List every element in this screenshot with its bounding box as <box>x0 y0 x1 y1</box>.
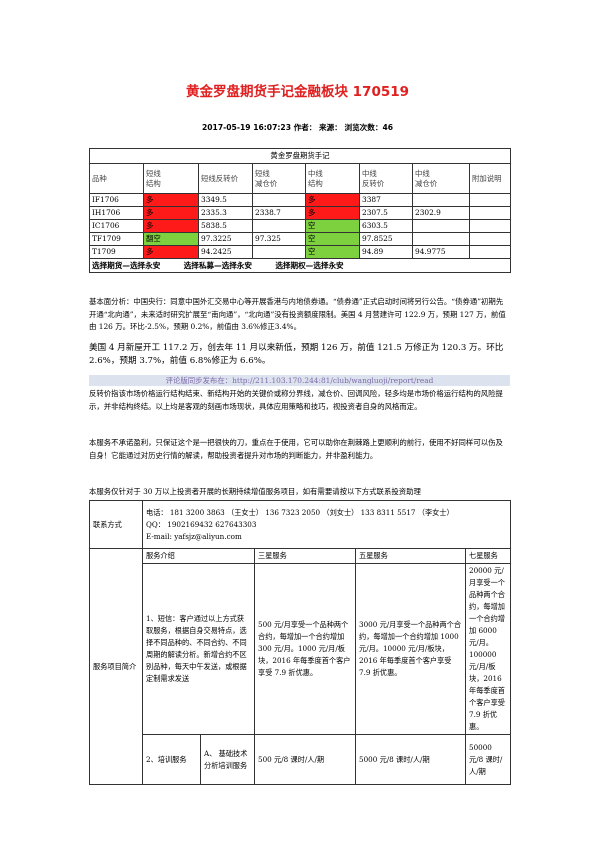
table-cell: IF1706 <box>89 193 144 207</box>
service-five-sms: 3000 元/月享受一个品种两个合约，每增加一个合约增加 1000 元/月。10… <box>355 563 466 735</box>
contact-email[interactable]: E-mail: yafsjz@aliyun.com <box>146 531 242 541</box>
table-cell: 空 <box>305 219 360 233</box>
table-cell: 3349.5 <box>198 193 253 207</box>
table-cell: IH1706 <box>89 206 144 220</box>
table-cell: T1709 <box>89 245 144 259</box>
table-header-cell: 短线 减仓价 <box>252 163 306 194</box>
table-cell: 2307.5 <box>359 206 413 220</box>
table-cell: 3387 <box>359 193 413 207</box>
contact-label: 联系方式 <box>89 500 143 549</box>
service-three-sms: 500 元/月享受一个品种两个合约，每增加一个合约增加 300 元/月。1000… <box>254 563 356 735</box>
service-intro-training: 2、培训服务 <box>142 734 201 785</box>
signal-table: 黄金罗盘期货手记 品种 短线 结构 短线反转价 短线 减仓价 中线 结构 中线 反转价 中线… <box>89 148 511 273</box>
service-table: 联系方式 电话： 181 3200 3863 （王女士） 136 7323 20… <box>89 500 511 785</box>
table-cell: 多 <box>143 206 199 220</box>
table-header-cell: 中线 结构 <box>305 163 360 194</box>
intro-para-1: 反转价指该市场价格运行结构结束、新结构开始的关键价或称分界线，减仓价、回调风险，… <box>89 389 503 411</box>
table-cell <box>469 219 511 233</box>
table-cell <box>412 232 470 246</box>
table-cell: 空 <box>305 245 360 259</box>
table-cell <box>469 245 511 259</box>
table-header-cell: 附加说明 <box>469 163 511 194</box>
service-label: 服务项目简介 <box>89 548 143 785</box>
link-private-fund[interactable]: 选择私募—选择永安 <box>183 260 252 270</box>
article-meta: 2017-05-19 16:07:23 作者： 来源： 浏览次数：46 <box>201 123 394 132</box>
broker-links-row: 选择期货—选择永安 选择私募—选择永安 选择期权—选择永安 <box>89 258 511 273</box>
table-cell <box>412 219 470 233</box>
table-row: IH1706 多 2335.3 2338.7 多 2307.5 2302.9 <box>89 206 511 220</box>
table-cell: IC1706 <box>89 219 144 233</box>
table-cell: TF1709 <box>89 232 144 246</box>
service-three-training: 500 元/8 课时/人/期 <box>254 734 356 785</box>
service-header-intro: 服务介绍 <box>142 548 255 564</box>
fundamental-analysis: 基本面分析：中国央行：同意中国外汇交易中心等开展香港与内地债券通。“债券通”正式… <box>89 297 506 331</box>
table-cell <box>252 219 306 233</box>
table-cell: 97.325 <box>252 232 306 246</box>
table-cell: 2335.3 <box>198 206 253 220</box>
fundamental-analysis-cont: 美国 4 月新屋开工 117.2 万，创去年 11 月以来新低，预期 126 万… <box>89 343 504 366</box>
table-cell <box>469 193 511 207</box>
service-seven-sms: 20000 元/月享受一个品种两个合约，每增加一个合约增加 6000 元/月。1… <box>465 563 511 735</box>
table-cell: 97.3225 <box>198 232 253 246</box>
link-options[interactable]: 选择期权—选择永安 <box>275 260 344 270</box>
table-cell: 94.2425 <box>198 245 253 259</box>
service-seven-training: 50000 元/8 课时/人/期 <box>465 734 511 785</box>
table-cell: 多 <box>305 206 360 220</box>
table-cell: 6303.5 <box>359 219 413 233</box>
table-cell <box>252 245 306 259</box>
service-header-three: 三星服务 <box>254 548 356 564</box>
service-header-seven: 七星服务 <box>465 548 511 564</box>
table-row: T1709 多 94.2425 空 94.89 94.9775 <box>89 245 511 259</box>
table-header-cell: 中线 减仓价 <box>412 163 470 194</box>
table-cell <box>252 193 306 207</box>
table-cell: 多 <box>305 193 360 207</box>
service-five-training: 5000 元/8 课时/人/期 <box>355 734 466 785</box>
service-intro-sms: 1、短信：客户通过以上方式获取服务，根据自身交易特点，选择不同品种的、不同合约、… <box>142 563 255 735</box>
table-cell <box>469 206 511 220</box>
table-header-cell: 中线 反转价 <box>359 163 413 194</box>
table-cell: 多 <box>143 245 199 259</box>
table-cell: 97.8525 <box>359 232 413 246</box>
table-cell <box>469 232 511 246</box>
table-cell: 2302.9 <box>412 206 470 220</box>
table-row: IF1706 多 3349.5 多 3387 <box>89 193 511 207</box>
table-header-cell: 短线 结构 <box>143 163 199 194</box>
table-header-cell: 品种 <box>89 163 144 194</box>
table-row: TF1709 翻空 97.3225 97.325 空 97.8525 <box>89 232 511 246</box>
table-header-cell: 短线反转价 <box>198 163 253 194</box>
link-futures[interactable]: 选择期货—选择永安 <box>92 260 161 270</box>
table-cell: 空 <box>305 232 360 246</box>
review-link[interactable]: 评论版同步发布在：http://211.103.170.244:81/club/… <box>89 375 510 386</box>
intro-para-2: 本服务不承诺盈利，只保证这个是一把很快的刀，重点在于使用，它可以助你在荆棘路上更… <box>89 438 503 460</box>
table-cell: 5838.5 <box>198 219 253 233</box>
service-training-sub: A、 基础技术分析培训服务 <box>200 734 255 785</box>
table-cell: 2338.7 <box>252 206 306 220</box>
contact-phone: 电话： 181 3200 3863 （王女士） 136 7323 2050 （刘… <box>146 507 454 517</box>
table-row: IC1706 多 5838.5 空 6303.5 <box>89 219 511 233</box>
page-title: 黄金罗盘期货手记金融板块 170519 <box>185 84 410 100</box>
contact-qq: QQ： 190216943​2 627643303 <box>146 519 257 529</box>
table-caption: 黄金罗盘期货手记 <box>89 148 511 164</box>
table-cell: 翻空 <box>143 232 199 246</box>
table-cell: 94.9775 <box>412 245 470 259</box>
table-cell: 多 <box>143 219 199 233</box>
table-cell <box>412 193 470 207</box>
intro-para-3: 本服务仅针对于 30 万以上投资者开展的长期持续增值服务项目，如有需要请按以下方… <box>89 487 421 496</box>
table-cell: 多 <box>143 193 199 207</box>
service-header-five: 五星服务 <box>355 548 466 564</box>
table-cell: 94.89 <box>359 245 413 259</box>
